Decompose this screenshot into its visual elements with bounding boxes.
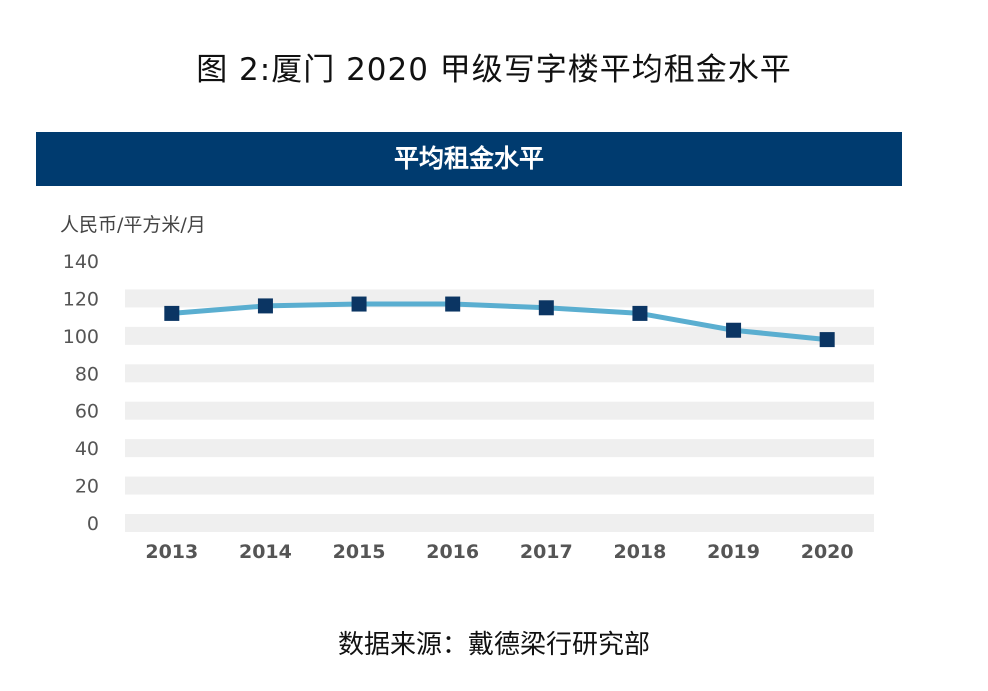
- grid-band: [125, 364, 874, 383]
- data-point-marker: [632, 305, 648, 321]
- data-source: 数据来源：戴德梁行研究部: [337, 630, 650, 660]
- data-point-marker: [257, 298, 273, 314]
- data-point-marker: [726, 322, 742, 338]
- data-point-marker: [819, 332, 835, 348]
- x-tick-label: 2016: [426, 541, 479, 563]
- chart-title-banner: 平均租金水平: [36, 132, 902, 186]
- grid-band: [125, 476, 874, 495]
- x-tick-label: 2014: [239, 541, 292, 563]
- grid-band: [125, 401, 874, 420]
- x-tick-label: 2018: [613, 541, 666, 563]
- y-tick-label: 140: [63, 251, 99, 273]
- x-tick-label: 2017: [520, 541, 573, 563]
- data-point-marker: [538, 300, 554, 316]
- x-tick-label: 2013: [145, 541, 198, 563]
- y-tick-label: 20: [75, 476, 99, 498]
- data-point-marker: [445, 296, 461, 312]
- y-axis-label: 人民币/平方米/月: [60, 214, 206, 236]
- y-tick-label: 80: [75, 363, 99, 385]
- x-tick-label: 2020: [801, 541, 854, 563]
- grid-band: [125, 514, 874, 532]
- grid-band: [125, 326, 874, 345]
- y-tick-label: 40: [75, 438, 99, 460]
- y-tick-label: 60: [75, 401, 99, 423]
- line-chart: 0 20 40 60 80 100 120 140 2013 2014 2015 2016 2017 2…: [63, 251, 874, 563]
- chart-title: 平均租金水平: [393, 144, 544, 173]
- x-tick-label: 2019: [707, 541, 760, 563]
- series-line: [169, 301, 830, 343]
- y-tick-label: 100: [63, 326, 99, 348]
- y-tick-label: 120: [63, 288, 99, 310]
- grid-band: [125, 439, 874, 458]
- figure-title: 图 2:厦门 2020 甲级写字楼平均租金水平: [196, 52, 792, 88]
- data-point-marker: [164, 305, 180, 321]
- x-tick-label: 2015: [333, 541, 386, 563]
- data-point-marker: [351, 296, 367, 312]
- y-tick-label: 0: [87, 513, 99, 535]
